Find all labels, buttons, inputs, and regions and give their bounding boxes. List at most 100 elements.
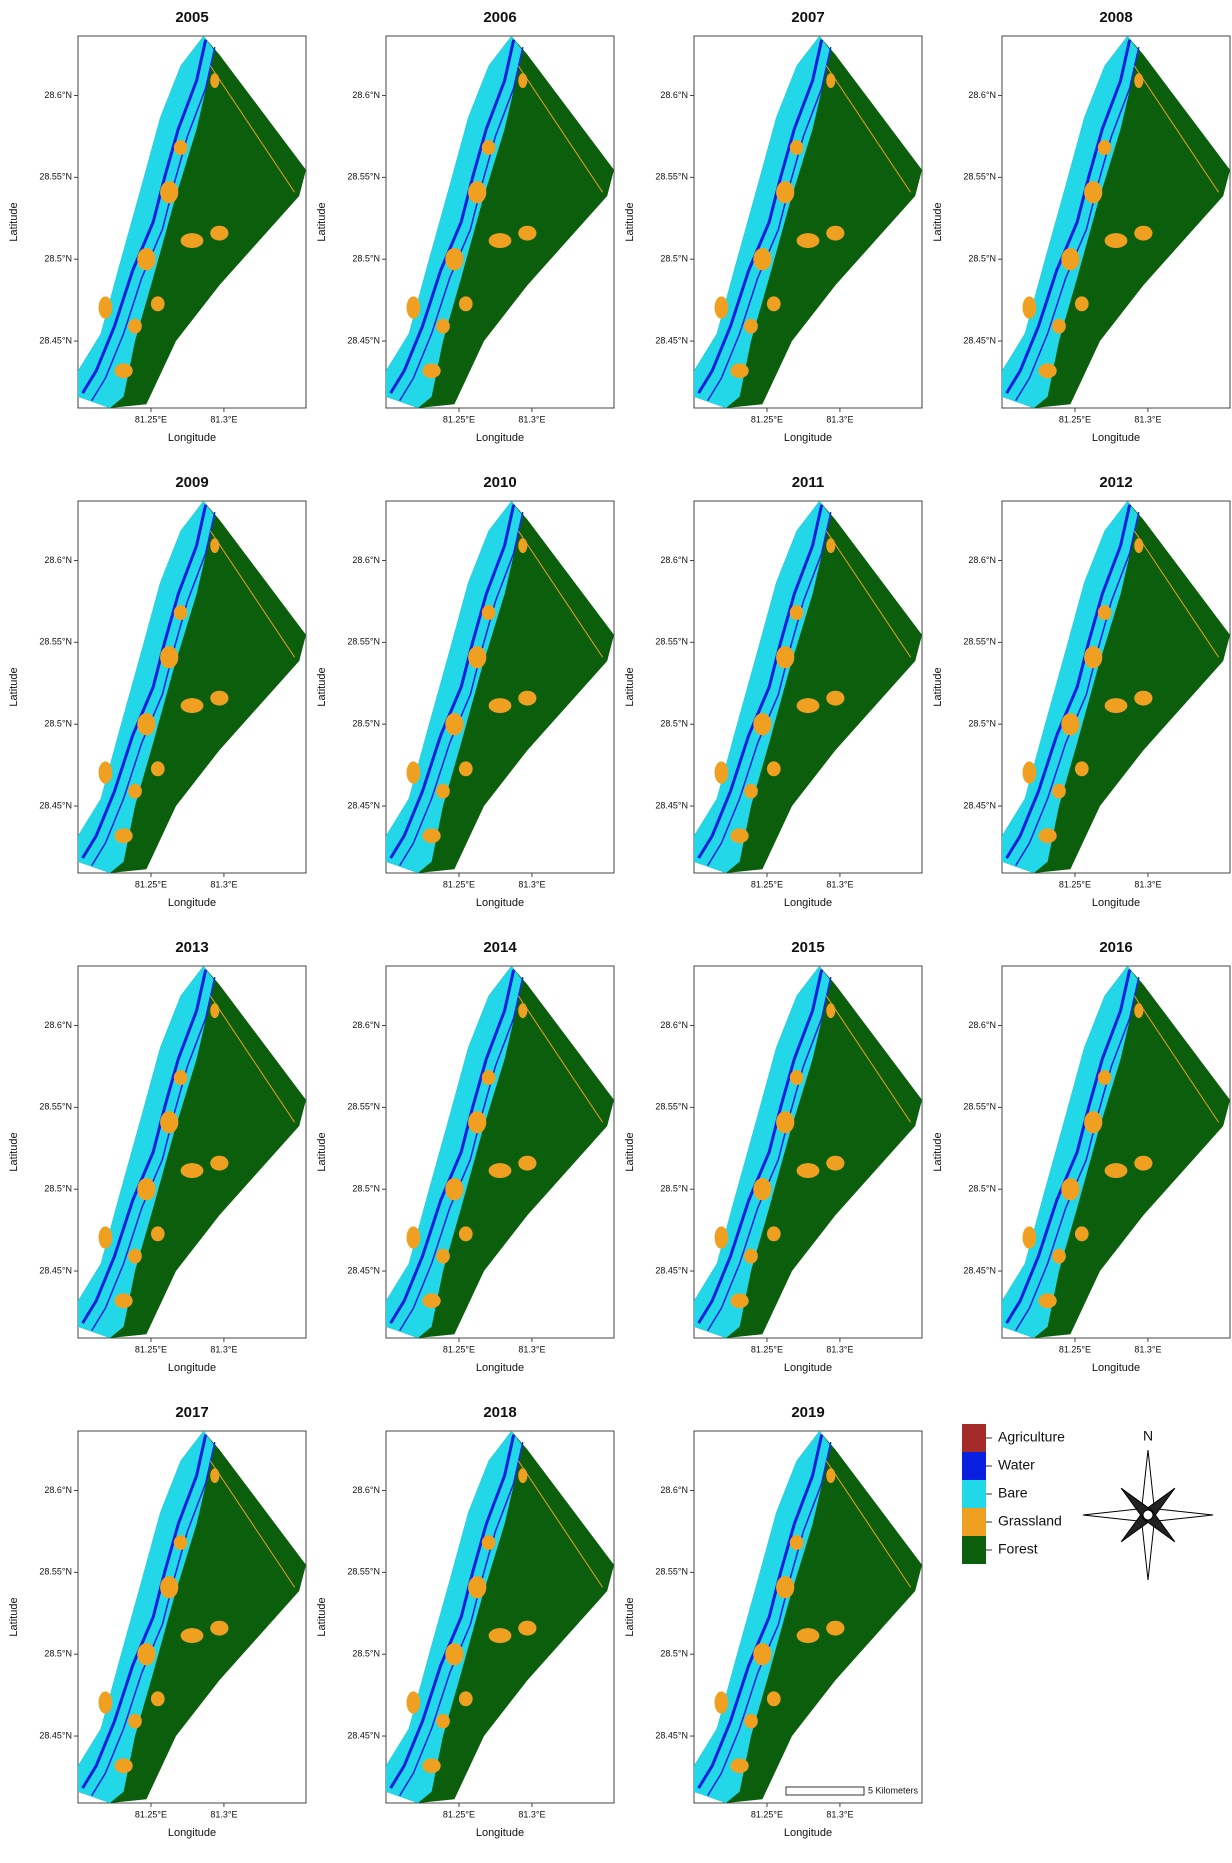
grassland-patch bbox=[482, 1535, 496, 1550]
x-axis-label: Longitude bbox=[476, 1362, 524, 1374]
grassland-patch bbox=[459, 761, 473, 776]
y-tick-label: 28.5°N bbox=[660, 1184, 688, 1194]
grassland-patch bbox=[744, 784, 758, 799]
grassland-patch bbox=[99, 1226, 113, 1248]
y-tick-label: 28.55°N bbox=[963, 637, 996, 647]
y-tick-label: 28.55°N bbox=[39, 172, 72, 182]
panel-title: 2011 bbox=[792, 474, 825, 491]
x-axis-label: Longitude bbox=[168, 1827, 216, 1839]
y-tick-label: 28.6°N bbox=[352, 555, 380, 565]
y-tick-label: 28.55°N bbox=[655, 172, 688, 182]
x-tick-label: 81.3°E bbox=[1134, 879, 1161, 889]
map-panel: 200928.6°N28.55°N28.5°N28.45°N81.25°E81.… bbox=[8, 474, 306, 909]
x-tick-label: 81.25°E bbox=[1059, 1344, 1091, 1354]
y-tick-label: 28.5°N bbox=[968, 254, 996, 264]
grassland-patch bbox=[1098, 605, 1112, 620]
grassland-patch bbox=[128, 319, 142, 334]
x-tick-label: 81.3°E bbox=[826, 1809, 853, 1819]
grassland-patch bbox=[160, 646, 178, 668]
grassland-patch bbox=[776, 181, 794, 203]
grassland-patch bbox=[482, 1070, 496, 1085]
grassland-patch bbox=[1098, 140, 1112, 155]
legend-label: Grassland bbox=[998, 1513, 1062, 1529]
y-tick-label: 28.6°N bbox=[44, 1485, 72, 1495]
y-tick-label: 28.5°N bbox=[968, 719, 996, 729]
grassland-patch bbox=[753, 1643, 771, 1665]
x-tick-label: 81.3°E bbox=[826, 1344, 853, 1354]
grassland-patch bbox=[715, 1226, 729, 1248]
y-tick-label: 28.5°N bbox=[44, 1184, 72, 1194]
map-panel: 201628.6°N28.55°N28.5°N28.45°N81.25°E81.… bbox=[932, 939, 1230, 1374]
grassland-patch bbox=[407, 1226, 421, 1248]
scale-bar bbox=[786, 1787, 864, 1795]
grassland-patch bbox=[1105, 1163, 1128, 1178]
x-tick-label: 81.3°E bbox=[1134, 414, 1161, 424]
map-panel: 201528.6°N28.55°N28.5°N28.45°N81.25°E81.… bbox=[624, 939, 922, 1374]
grassland-patch bbox=[174, 140, 188, 155]
legend-label: Agriculture bbox=[998, 1429, 1065, 1445]
y-tick-label: 28.45°N bbox=[963, 335, 996, 345]
y-tick-label: 28.6°N bbox=[968, 90, 996, 100]
grassland-patch bbox=[776, 1111, 794, 1133]
x-tick-label: 81.3°E bbox=[210, 1809, 237, 1819]
grassland-patch bbox=[715, 761, 729, 783]
grassland-patch bbox=[826, 1003, 835, 1018]
scale-bar-label: 5 Kilometers bbox=[868, 1785, 919, 1795]
grassland-patch bbox=[99, 296, 113, 318]
grassland-patch bbox=[1075, 761, 1089, 776]
grassland-patch bbox=[730, 1293, 748, 1308]
grassland-patch bbox=[210, 1156, 228, 1171]
legend-label: Water bbox=[998, 1457, 1035, 1473]
grassland-patch bbox=[114, 828, 132, 843]
grassland-patch bbox=[489, 1163, 512, 1178]
map-panel: 200628.6°N28.55°N28.5°N28.45°N81.25°E81.… bbox=[316, 9, 614, 444]
grassland-patch bbox=[99, 1691, 113, 1713]
grassland-patch bbox=[468, 646, 486, 668]
grassland-patch bbox=[1052, 784, 1066, 799]
grassland-patch bbox=[790, 1070, 804, 1085]
panel-title: 2006 bbox=[483, 9, 516, 26]
x-axis-label: Longitude bbox=[476, 1827, 524, 1839]
x-tick-label: 81.3°E bbox=[518, 414, 545, 424]
grassland-patch bbox=[776, 1576, 794, 1598]
y-axis-label: Latitude bbox=[624, 1132, 636, 1171]
grassland-patch bbox=[482, 140, 496, 155]
x-tick-label: 81.25°E bbox=[443, 1344, 475, 1354]
x-axis-label: Longitude bbox=[784, 432, 832, 444]
y-tick-label: 28.55°N bbox=[347, 1567, 380, 1577]
grassland-patch bbox=[436, 1714, 450, 1729]
grassland-patch bbox=[137, 1643, 155, 1665]
panel-title: 2009 bbox=[175, 474, 208, 491]
y-tick-label: 28.55°N bbox=[963, 172, 996, 182]
grassland-patch bbox=[1052, 1249, 1066, 1264]
y-axis-label: Latitude bbox=[932, 1132, 944, 1171]
y-tick-label: 28.45°N bbox=[963, 1265, 996, 1275]
legend-swatch bbox=[962, 1452, 986, 1480]
y-tick-label: 28.6°N bbox=[968, 555, 996, 565]
grassland-patch bbox=[482, 605, 496, 620]
grassland-patch bbox=[99, 761, 113, 783]
y-tick-label: 28.45°N bbox=[347, 1265, 380, 1275]
map-panel: 201128.6°N28.55°N28.5°N28.45°N81.25°E81.… bbox=[624, 474, 922, 909]
figure: 200528.6°N28.55°N28.5°N28.45°N81.25°E81.… bbox=[0, 0, 1232, 1863]
grassland-patch bbox=[826, 73, 835, 88]
grassland-patch bbox=[518, 1003, 527, 1018]
y-tick-label: 28.5°N bbox=[352, 1184, 380, 1194]
grassland-patch bbox=[518, 1156, 536, 1171]
grassland-patch bbox=[1023, 761, 1037, 783]
grassland-patch bbox=[174, 1070, 188, 1085]
grassland-patch bbox=[715, 296, 729, 318]
grassland-patch bbox=[753, 248, 771, 270]
grassland-patch bbox=[1134, 691, 1152, 706]
x-axis-label: Longitude bbox=[168, 897, 216, 909]
grassland-patch bbox=[1061, 1178, 1079, 1200]
x-tick-label: 81.3°E bbox=[518, 1344, 545, 1354]
grassland-patch bbox=[160, 1111, 178, 1133]
y-tick-label: 28.5°N bbox=[44, 719, 72, 729]
panel-title: 2019 bbox=[791, 1404, 824, 1421]
y-tick-label: 28.5°N bbox=[968, 1184, 996, 1194]
x-tick-label: 81.25°E bbox=[1059, 414, 1091, 424]
x-axis-label: Longitude bbox=[1092, 897, 1140, 909]
